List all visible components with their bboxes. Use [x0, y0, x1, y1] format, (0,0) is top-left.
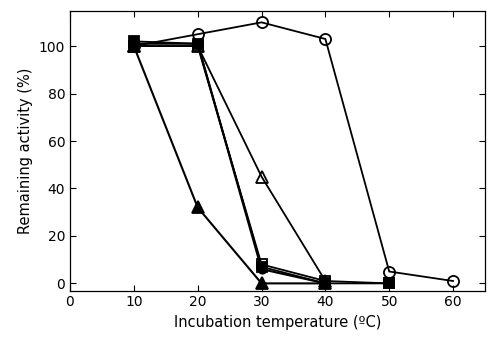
- Y-axis label: Remaining activity (%): Remaining activity (%): [18, 67, 33, 234]
- X-axis label: Incubation temperature (ºC): Incubation temperature (ºC): [174, 315, 381, 330]
